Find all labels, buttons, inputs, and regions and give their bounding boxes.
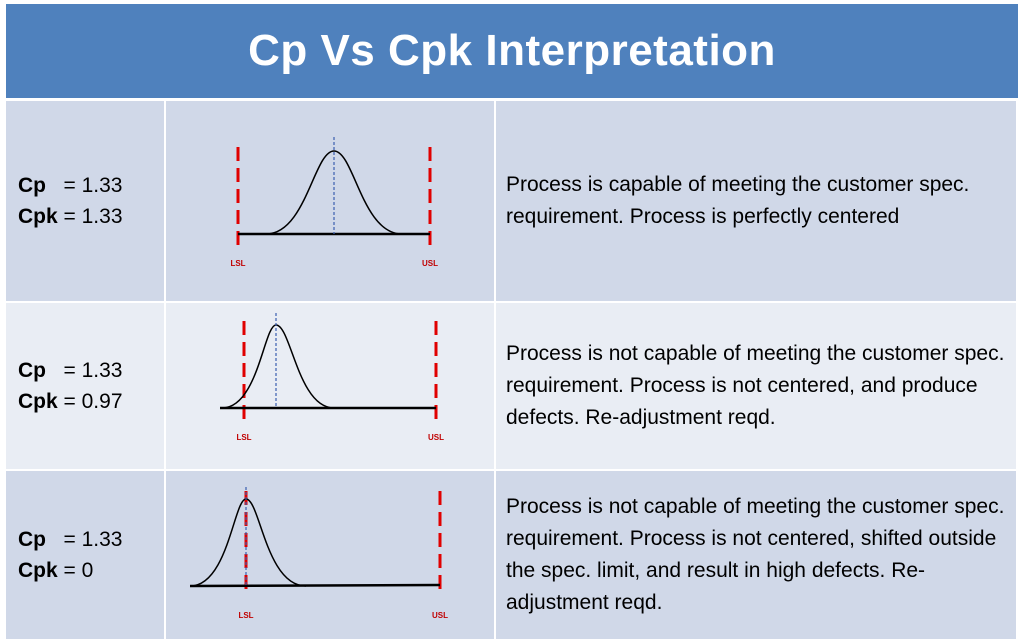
- title-banner: Cp Vs Cpk Interpretation: [6, 4, 1018, 101]
- cpk-value: = 0: [63, 559, 94, 582]
- cpk-value: = 0.97: [63, 390, 123, 413]
- cpk-line-2: Cpk = 0.97: [18, 386, 164, 417]
- metrics-cell-2: Cp = 1.33 Cpk = 0.97: [6, 303, 166, 471]
- description-text: Process is not capable of meeting the cu…: [506, 342, 1005, 429]
- lsl-label: LSL: [230, 259, 245, 268]
- distribution-diagram-off-center: LSL USL: [220, 313, 444, 442]
- description-text: Process is not capable of meeting the cu…: [506, 495, 1005, 614]
- normal-curve: [265, 150, 403, 235]
- cpk-label: Cpk: [18, 390, 58, 413]
- cp-value: = 1.33: [63, 528, 123, 551]
- cp-line-2: Cp = 1.33: [18, 355, 164, 386]
- cp-line-3: Cp = 1.33: [18, 524, 164, 555]
- distribution-diagram-centered: LSL USL: [230, 137, 438, 268]
- cpk-line-3: Cpk = 0: [18, 555, 164, 586]
- description-cell-3: Process is not capable of meeting the cu…: [496, 471, 1018, 641]
- cp-label: Cp: [18, 174, 46, 197]
- metrics-cell-1: Cp = 1.33 Cpk = 1.33: [6, 101, 166, 303]
- lsl-label: LSL: [238, 611, 253, 620]
- cpk-value: = 1.33: [63, 205, 123, 228]
- cpk-line-1: Cpk = 1.33: [18, 201, 164, 232]
- baseline-axis: [189, 583, 441, 588]
- diagram-cell-2: LSL USL: [166, 303, 496, 471]
- cpk-label: Cpk: [18, 205, 58, 228]
- cp-value: = 1.33: [63, 174, 123, 197]
- normal-curve: [221, 324, 335, 409]
- lsl-label: LSL: [236, 433, 251, 442]
- cp-label: Cp: [18, 359, 46, 382]
- usl-label: USL: [422, 259, 438, 268]
- cp-label: Cp: [18, 528, 46, 551]
- cpk-label: Cpk: [18, 559, 58, 582]
- page-title: Cp Vs Cpk Interpretation: [248, 26, 776, 75]
- cp-line-1: Cp = 1.33: [18, 170, 164, 201]
- interpretation-table: Cp = 1.33 Cpk = 1.33 LSL USL Process is …: [6, 101, 1018, 641]
- usl-label: USL: [432, 611, 448, 620]
- metrics-cell-3: Cp = 1.33 Cpk = 0: [6, 471, 166, 641]
- diagram-cell-1: LSL USL: [166, 101, 496, 303]
- distribution-diagram-shifted: LSL USL: [189, 487, 448, 620]
- cp-value: = 1.33: [63, 359, 123, 382]
- diagram-cell-3: LSL USL: [166, 471, 496, 641]
- description-cell-2: Process is not capable of meeting the cu…: [496, 303, 1018, 471]
- description-cell-1: Process is capable of meeting the custom…: [496, 101, 1018, 303]
- normal-curve: [189, 498, 307, 587]
- description-text: Process is capable of meeting the custom…: [506, 173, 970, 228]
- usl-label: USL: [428, 433, 444, 442]
